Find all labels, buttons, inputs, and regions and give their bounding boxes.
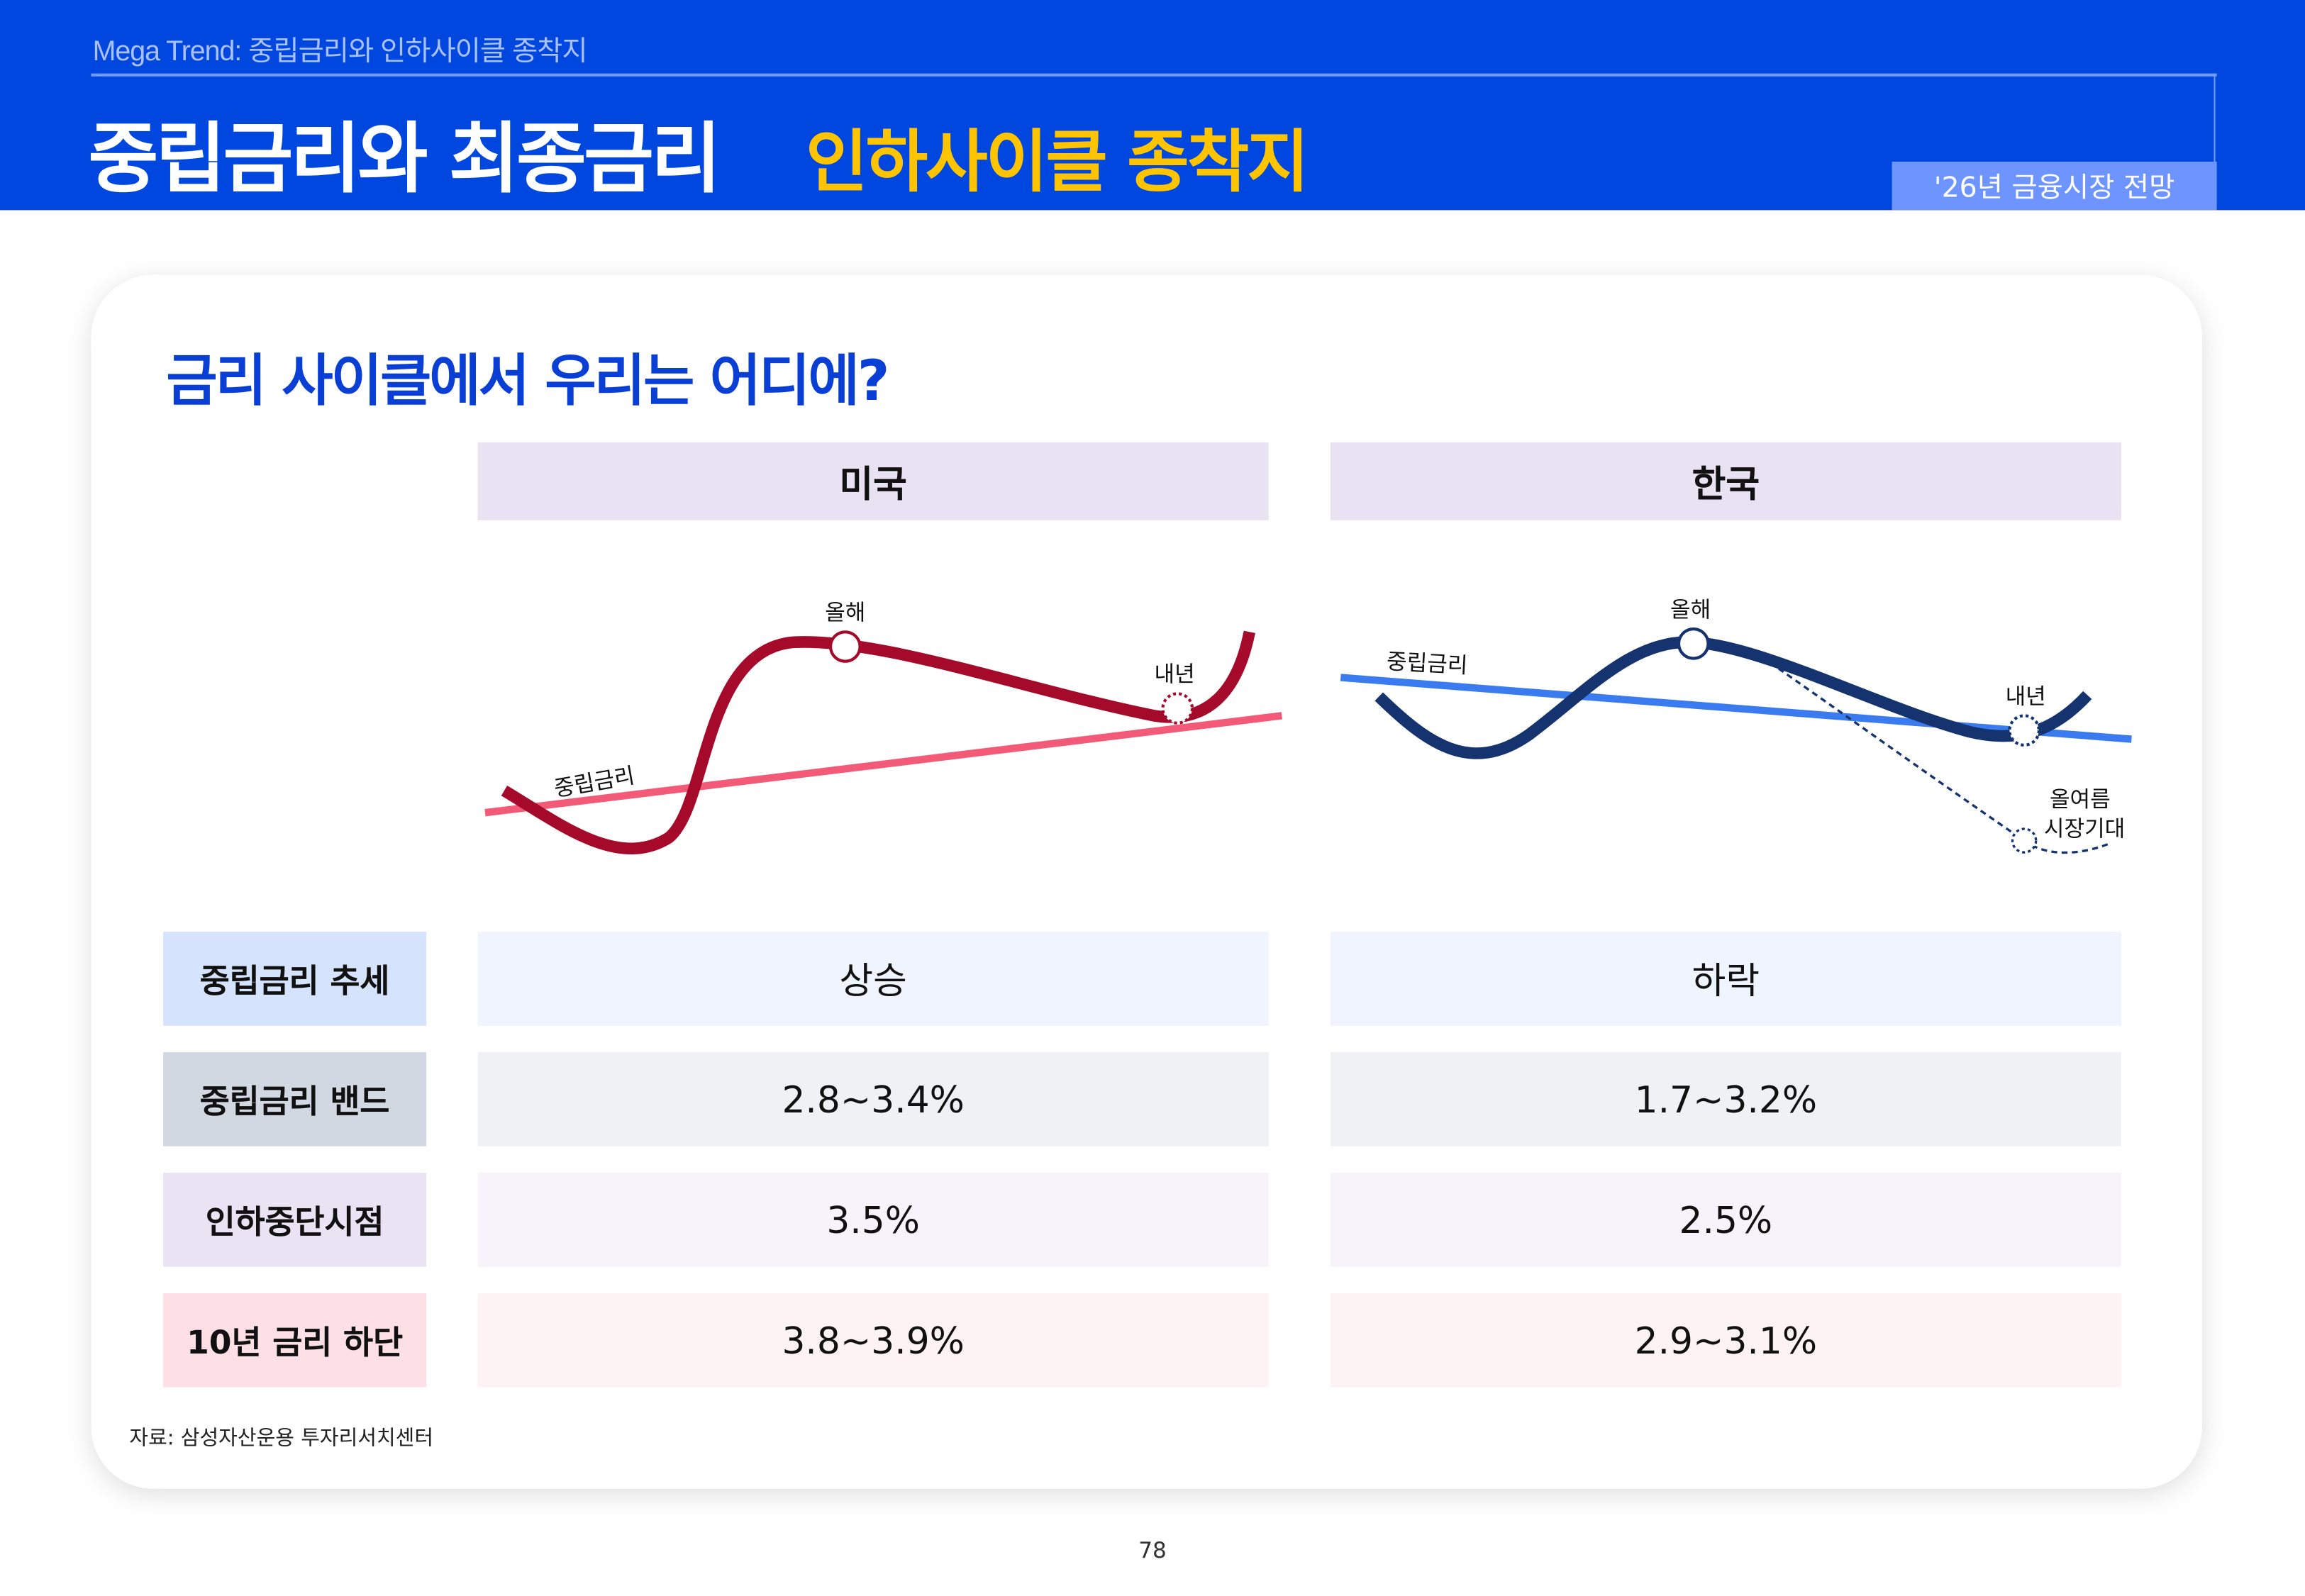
page-title-highlight: 인하사이클 종착지 (805, 122, 1309, 201)
column-header-us: 미국 (477, 442, 1269, 520)
cell-us-terminal: 3.5% (477, 1173, 1269, 1267)
kr-this-year-label: 올해 (1670, 598, 1711, 623)
page-number: 78 (1138, 1537, 1167, 1564)
kr-this-year-marker (1677, 627, 1710, 660)
cell-us-10y: 3.8~3.9% (477, 1293, 1269, 1388)
cell-kr-10y: 2.9~3.1% (1330, 1293, 2121, 1388)
row-label-terminal: 인하중단시점 (163, 1173, 427, 1267)
source-note: 자료: 삼성자산운용 투자리서치센터 (129, 1427, 434, 1451)
kr-next-year-marker (2008, 714, 2040, 747)
kr-policy-rate-curve (1374, 636, 2092, 759)
kr-expectation-label-1: 올여름 (2050, 787, 2111, 813)
section-tag: '26년 금융시장 전망 (1892, 161, 2217, 211)
cell-us-band: 2.8~3.4% (477, 1052, 1269, 1146)
page-title: 중립금리와 최종금리 (88, 116, 721, 205)
us-next-year-label: 내년 (1154, 662, 1194, 688)
kr-neutral-rate-line (1340, 674, 2132, 743)
row-label-trend: 중립금리 추세 (163, 932, 427, 1026)
header-divider (91, 73, 2217, 77)
kr-neutral-label: 중립금리 (1386, 649, 1468, 679)
us-policy-rate-curve (501, 630, 1255, 855)
us-this-year-label: 올해 (825, 601, 865, 626)
kr-expectation-label-2: 시장기대 (2044, 816, 2125, 842)
cell-kr-trend: 하락 (1330, 932, 2121, 1026)
row-label-band: 중립금리 밴드 (163, 1052, 427, 1146)
us-next-year-marker (1161, 692, 1194, 725)
kr-market-expectation-path (1778, 667, 2110, 854)
header-divider-vertical (2214, 73, 2216, 165)
cell-us-trend: 상승 (477, 932, 1269, 1026)
kicker-text: Mega Trend: 중립금리와 인하사이클 종착지 (92, 36, 588, 68)
cell-kr-band: 1.7~3.2% (1330, 1052, 2121, 1146)
column-header-kr: 한국 (1330, 442, 2121, 520)
us-this-year-marker (829, 630, 862, 663)
card-heading: 금리 사이클에서 우리는 어디에? (166, 348, 889, 413)
kr-next-year-label: 내년 (2006, 684, 2046, 710)
us-neutral-rate-line (484, 712, 1283, 817)
cell-kr-terminal: 2.5% (1330, 1173, 2121, 1267)
kr-expectation-marker (2011, 827, 2038, 854)
row-label-10y: 10년 금리 하단 (163, 1293, 427, 1388)
